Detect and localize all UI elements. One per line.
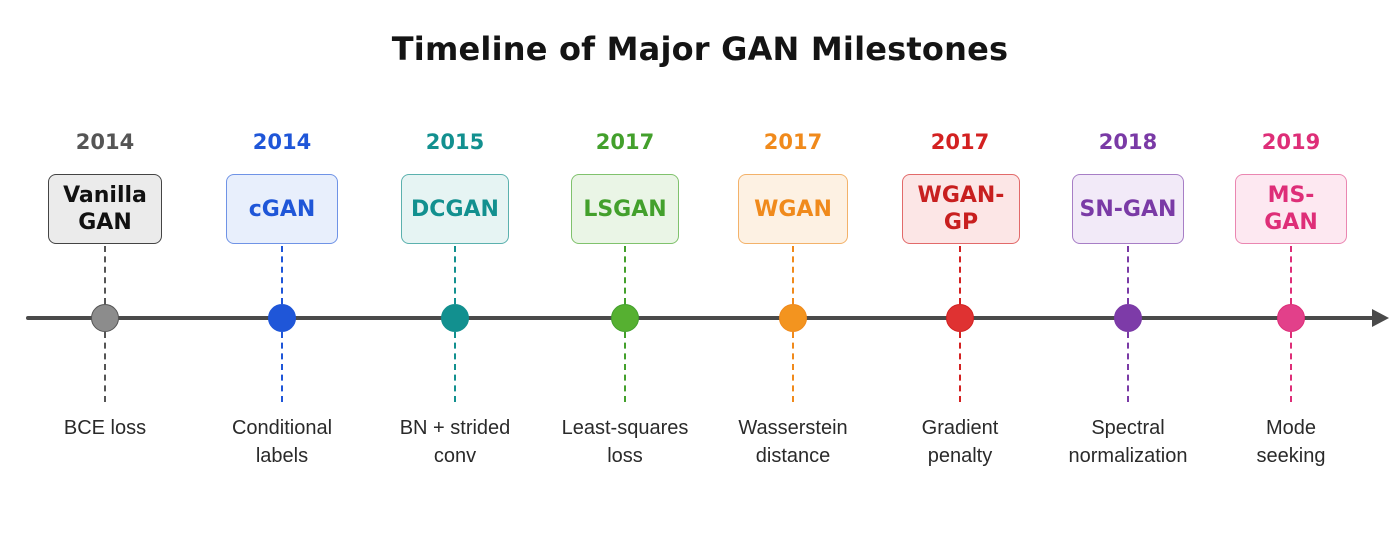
description-line: seeking bbox=[1256, 445, 1326, 467]
description-line: labels bbox=[255, 445, 309, 467]
milestone-year: 2018 bbox=[1098, 130, 1158, 154]
description-line: Spectral bbox=[1091, 417, 1165, 439]
milestone-dot bbox=[1114, 304, 1142, 332]
milestone-name-line: Vanilla bbox=[63, 183, 147, 208]
milestone-name-box: MS-GAN bbox=[1235, 174, 1347, 244]
milestone-name-box: LSGAN bbox=[571, 174, 679, 244]
connector-lower bbox=[1127, 332, 1129, 402]
connector-upper bbox=[792, 246, 794, 304]
connector-upper bbox=[624, 246, 626, 304]
description-line: BN + strided bbox=[399, 417, 511, 439]
milestone-year: 2014 bbox=[75, 130, 135, 154]
milestone-dot bbox=[441, 304, 469, 332]
timeline-arrowhead-icon bbox=[1372, 309, 1389, 327]
connector-upper bbox=[454, 246, 456, 304]
milestone-name-box: WGAN-GP bbox=[902, 174, 1020, 244]
milestone-dot bbox=[91, 304, 119, 332]
milestone-name-box: cGAN bbox=[226, 174, 338, 244]
milestone-year: 2017 bbox=[930, 130, 990, 154]
milestone-name-line: MS-GAN bbox=[1264, 183, 1318, 235]
description-line: normalization bbox=[1068, 445, 1188, 467]
connector-upper bbox=[104, 246, 106, 304]
connector-lower bbox=[624, 332, 626, 402]
description-line: Gradient bbox=[921, 417, 999, 439]
description-line: penalty bbox=[927, 445, 993, 467]
connector-lower bbox=[792, 332, 794, 402]
milestone-description: Mode seeking bbox=[1201, 414, 1381, 470]
description-line: distance bbox=[755, 445, 831, 467]
milestone-name-line: WGAN bbox=[754, 196, 832, 222]
milestone-description: Least-squares loss bbox=[535, 414, 715, 470]
milestone-year: 2017 bbox=[763, 130, 823, 154]
milestone-year: 2019 bbox=[1261, 130, 1321, 154]
diagram-title: Timeline of Major GAN Milestones bbox=[391, 30, 1009, 68]
milestone-name-box: SN-GAN bbox=[1072, 174, 1184, 244]
connector-lower bbox=[104, 332, 106, 402]
milestone-description: BN + strided conv bbox=[365, 414, 545, 470]
description-line: BCE loss bbox=[63, 417, 147, 439]
milestone-name-line: SN-GAN bbox=[1079, 196, 1177, 222]
milestone-year: 2014 bbox=[252, 130, 312, 154]
connector-lower bbox=[281, 332, 283, 402]
milestone-dot bbox=[779, 304, 807, 332]
connector-upper bbox=[281, 246, 283, 304]
milestone-name-line: LSGAN bbox=[583, 196, 667, 222]
milestone-name-box: WGAN bbox=[738, 174, 848, 244]
connector-lower bbox=[1290, 332, 1292, 402]
description-line: Conditional bbox=[231, 417, 333, 439]
milestone-dot bbox=[946, 304, 974, 332]
connector-lower bbox=[959, 332, 961, 402]
milestone-description: BCE loss bbox=[15, 414, 195, 442]
milestone-description: Spectral normalization bbox=[1038, 414, 1218, 470]
milestone-name-line: DCGAN bbox=[411, 196, 499, 222]
connector-lower bbox=[454, 332, 456, 402]
connector-upper bbox=[1290, 246, 1292, 304]
milestone-description: Gradient penalty bbox=[870, 414, 1050, 470]
milestone-description: Conditional labels bbox=[192, 414, 372, 470]
description-line: loss bbox=[607, 445, 643, 467]
milestone-name-line: GAN bbox=[78, 210, 132, 235]
description-line: Mode bbox=[1265, 417, 1317, 439]
milestone-name-box: Vanilla GAN bbox=[48, 174, 162, 244]
milestone-year: 2017 bbox=[595, 130, 655, 154]
description-line: Least-squares bbox=[561, 417, 689, 439]
milestone-description: Wasserstein distance bbox=[703, 414, 883, 470]
timeline-axis bbox=[26, 316, 1374, 320]
milestone-dot bbox=[268, 304, 296, 332]
milestone-dot bbox=[1277, 304, 1305, 332]
milestone-dot bbox=[611, 304, 639, 332]
milestone-name-line: cGAN bbox=[248, 196, 316, 222]
connector-upper bbox=[959, 246, 961, 304]
connector-upper bbox=[1127, 246, 1129, 304]
milestone-year: 2015 bbox=[425, 130, 485, 154]
description-line: Wasserstein bbox=[738, 417, 848, 439]
milestone-name-box: DCGAN bbox=[401, 174, 509, 244]
milestone-name-line: WGAN-GP bbox=[917, 183, 1005, 235]
description-line: conv bbox=[433, 445, 477, 467]
